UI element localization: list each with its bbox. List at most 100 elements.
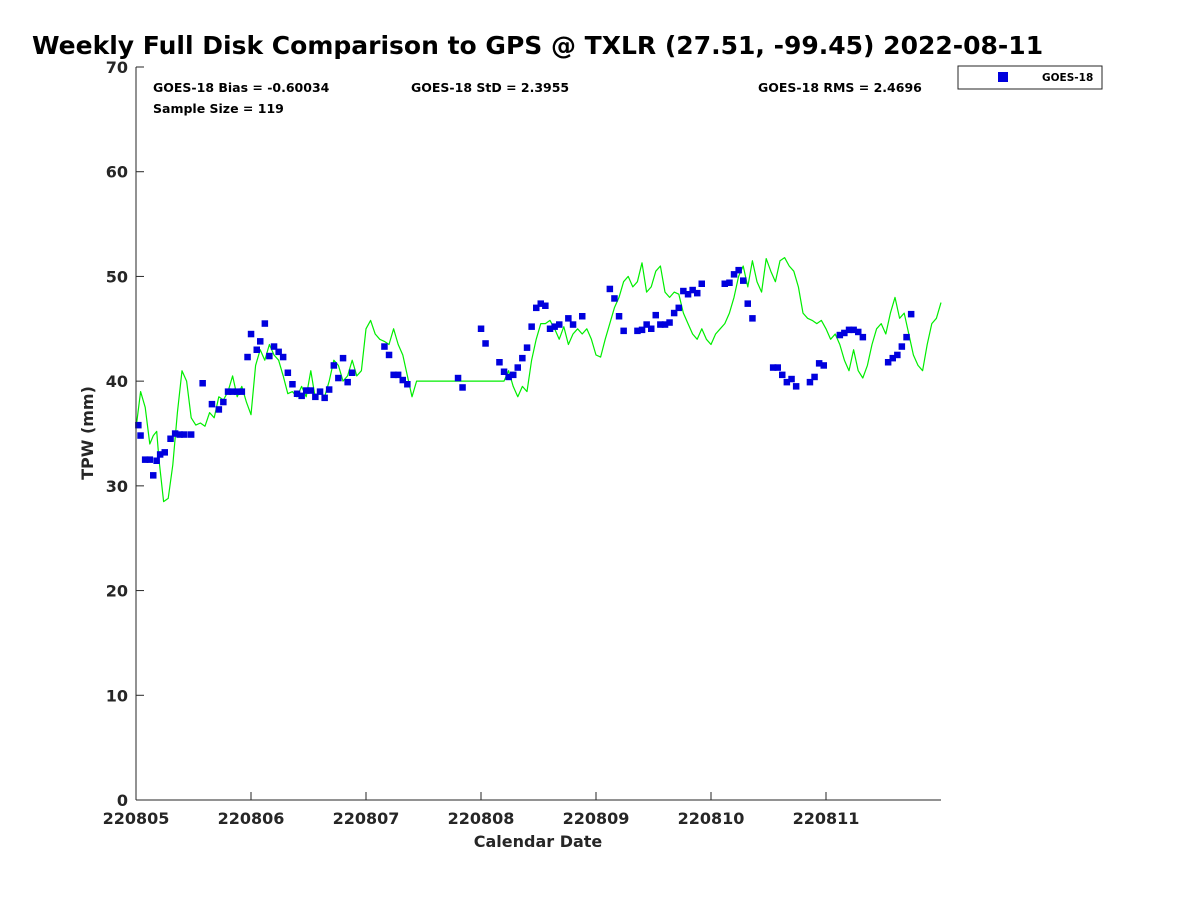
x-tick-label: 220805 xyxy=(103,809,170,828)
goes18-data-point xyxy=(740,277,747,284)
goes18-data-point xyxy=(661,321,669,328)
goes18-data-point xyxy=(229,388,236,395)
gps-series-line xyxy=(135,257,942,503)
goes18-data-point xyxy=(769,364,777,371)
goes18-data-point xyxy=(316,388,324,395)
goes18-data-point xyxy=(889,354,896,362)
y-axis-label: TPW (mm) xyxy=(78,386,97,480)
goes18-data-point xyxy=(523,344,531,351)
y-tick-label: 0 xyxy=(117,791,128,810)
goes18-data-point xyxy=(528,323,535,330)
goes18-data-point xyxy=(381,343,388,350)
goes18-data-point xyxy=(680,287,687,295)
goes18-data-point xyxy=(684,291,692,298)
goes18-data-point xyxy=(167,435,174,442)
goes18-data-point xyxy=(348,369,356,376)
goes18-data-point xyxy=(884,359,892,366)
goes18-data-point xyxy=(505,373,512,381)
goes18-data-point xyxy=(894,351,901,359)
y-tick-label: 40 xyxy=(106,372,128,391)
goes18-data-point xyxy=(293,390,301,397)
y-tick-label: 20 xyxy=(106,582,128,601)
goes18-data-point xyxy=(721,280,728,287)
goes18-data-point xyxy=(257,338,264,345)
x-tick-label: 220811 xyxy=(793,809,860,828)
goes18-data-point xyxy=(615,313,623,320)
y-tick-label: 70 xyxy=(106,58,128,77)
goes18-data-point xyxy=(284,369,292,376)
goes18-data-point xyxy=(233,388,241,395)
goes18-data-point xyxy=(298,392,305,400)
goes18-data-point xyxy=(261,320,269,327)
std-annotation: GOES-18 StD = 2.3955 xyxy=(411,80,569,95)
y-tick-label: 10 xyxy=(106,686,128,705)
goes18-data-point xyxy=(643,321,650,328)
goes18-data-point xyxy=(611,295,618,302)
goes18-data-point xyxy=(652,311,659,319)
goes18-data-point xyxy=(841,329,848,337)
goes18-data-point xyxy=(325,386,333,393)
goes18-data-point xyxy=(171,430,179,437)
goes18-data-point xyxy=(238,388,246,395)
y-ticks: 0 10 20 30 40 50 60 70 xyxy=(106,58,144,810)
goes18-data-point xyxy=(533,304,540,312)
goes18-data-point xyxy=(279,353,287,361)
goes18-data-point xyxy=(689,286,696,294)
goes18-data-point xyxy=(820,362,827,369)
goes-marker-layer xyxy=(135,266,915,479)
goes18-data-point xyxy=(694,289,701,297)
goes18-data-point xyxy=(546,325,554,332)
goes18-data-point xyxy=(657,321,664,328)
goes18-data-point xyxy=(266,352,273,360)
goes18-data-point xyxy=(312,393,319,401)
goes18-data-point xyxy=(150,472,157,479)
bias-annotation: GOES-18 Bias = -0.60034 xyxy=(153,80,330,95)
chart-title: Weekly Full Disk Comparison to GPS @ TXL… xyxy=(32,31,1043,60)
x-ticks: 220805 220806 220807 220808 220809 220810 2208… xyxy=(103,792,860,828)
legend-marker-goes18 xyxy=(998,72,1008,82)
goes18-data-point xyxy=(670,309,678,317)
goes18-data-point xyxy=(551,323,558,330)
legend-box xyxy=(957,65,1103,90)
goes18-data-point xyxy=(788,375,795,383)
legend: GOES-18 xyxy=(957,65,1103,90)
goes18-data-point xyxy=(510,371,517,379)
goes18-data-point xyxy=(161,449,168,456)
sample-size-annotation: Sample Size = 119 xyxy=(153,101,284,116)
goes18-data-point xyxy=(330,362,338,369)
goes18-data-point xyxy=(500,368,508,375)
goes18-data-point xyxy=(253,346,260,353)
rms-annotation: GOES-18 RMS = 2.4696 xyxy=(758,80,922,95)
goes18-data-point xyxy=(811,373,818,381)
goes18-data-point xyxy=(224,388,232,395)
goes18-data-point xyxy=(783,378,791,386)
goes18-data-point xyxy=(135,421,142,429)
y-tick-label: 30 xyxy=(106,477,128,496)
goes18-data-point xyxy=(519,354,526,362)
goes18-data-point xyxy=(903,333,910,341)
goes18-data-point xyxy=(638,326,646,334)
goes18-data-point xyxy=(569,321,577,328)
x-axis-label: Calendar Date xyxy=(474,832,603,851)
plot-background xyxy=(136,67,941,800)
goes18-data-point xyxy=(390,371,397,379)
goes18-data-point xyxy=(220,398,227,406)
goes18-data-point xyxy=(344,378,351,386)
goes18-data-point xyxy=(666,319,673,326)
legend-label-goes18: GOES-18 xyxy=(1042,72,1093,84)
goes18-data-point xyxy=(556,321,563,328)
goes18-data-point xyxy=(208,400,216,408)
goes18-data-point xyxy=(187,431,195,438)
goes18-data-point xyxy=(898,343,906,350)
goes18-data-point xyxy=(459,384,466,391)
goes18-data-point xyxy=(606,285,614,293)
goes18-data-point xyxy=(199,380,206,387)
goes18-data-point xyxy=(303,387,310,394)
goes18-data-point xyxy=(698,280,705,287)
goes18-data-point xyxy=(335,374,342,382)
y-tick-label: 50 xyxy=(106,267,128,286)
goes18-data-point xyxy=(404,381,411,388)
goes18-data-point xyxy=(648,325,655,332)
goes18-data-point xyxy=(156,451,164,458)
